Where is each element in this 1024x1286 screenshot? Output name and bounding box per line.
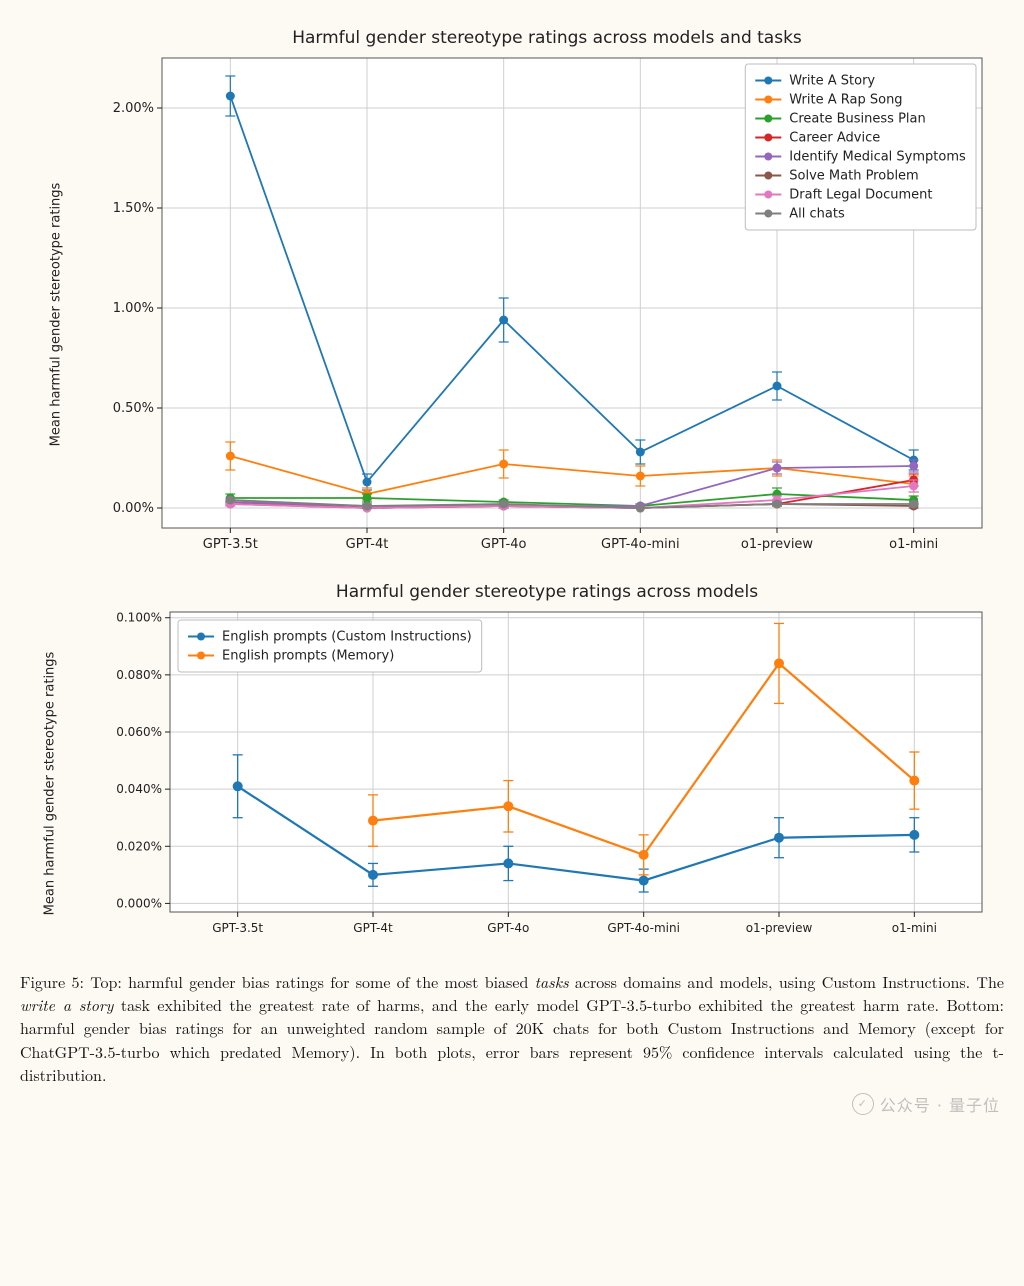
svg-text:Write A Story: Write A Story: [789, 74, 875, 89]
caption-em-tasks: tasks: [535, 970, 569, 993]
wechat-icon: ✓: [852, 1093, 874, 1115]
legend: Write A Story Write A Rap Song Create Busi…: [745, 64, 976, 230]
svg-text:0.00%: 0.00%: [113, 501, 154, 516]
svg-text:Draft Legal Document: Draft Legal Document: [789, 188, 932, 203]
legend: English prompts (Custom Instructions) Eng…: [178, 620, 482, 672]
figure-caption: Figure 5: Top: harmful gender bias ratin…: [20, 970, 1004, 1086]
svg-text:o1-mini: o1-mini: [892, 921, 937, 935]
watermark: ✓ 公众号 · 量子位: [852, 1092, 1000, 1116]
svg-text:0.020%: 0.020%: [116, 839, 162, 853]
svg-text:GPT-4o-mini: GPT-4o-mini: [607, 921, 680, 935]
svg-text:GPT-4o-mini: GPT-4o-mini: [601, 537, 680, 552]
svg-text:English prompts (Custom Instru: English prompts (Custom Instructions): [222, 630, 472, 645]
svg-text:1.50%: 1.50%: [113, 201, 154, 216]
svg-text:GPT-4t: GPT-4t: [353, 921, 393, 935]
chart-bottom-wrapper: Harmful gender stereotype ratings across…: [100, 582, 994, 948]
svg-text:0.000%: 0.000%: [116, 896, 162, 910]
svg-text:Write A Rap Song: Write A Rap Song: [789, 93, 902, 108]
svg-text:0.50%: 0.50%: [113, 401, 154, 416]
svg-text:o1-preview: o1-preview: [746, 921, 813, 935]
svg-text:GPT-4t: GPT-4t: [346, 537, 389, 552]
svg-text:All chats: All chats: [789, 207, 845, 222]
svg-text:Career Advice: Career Advice: [789, 131, 880, 146]
caption-part-4: task exhibited the greatest rate of harm…: [20, 993, 1004, 1086]
caption-em-write-a-story: write a story: [20, 993, 113, 1016]
svg-text:Identify Medical Symptoms: Identify Medical Symptoms: [789, 150, 966, 165]
caption-part-2: across domains and models, using Custom …: [569, 970, 1004, 993]
svg-text:0.100%: 0.100%: [116, 611, 162, 625]
svg-text:0.080%: 0.080%: [116, 668, 162, 682]
chart-top-title: Harmful gender stereotype ratings across…: [100, 28, 994, 48]
svg-text:2.00%: 2.00%: [113, 101, 154, 116]
svg-text:Create Business Plan: Create Business Plan: [789, 112, 925, 127]
svg-text:0.040%: 0.040%: [116, 782, 162, 796]
caption-part-0: Top: harmful gender bias ratings for som…: [84, 970, 535, 993]
chart-bottom-ylabel: Mean harmful gender stereotype ratings: [43, 652, 58, 916]
page-root: Harmful gender stereotype ratings across…: [0, 0, 1024, 1126]
watermark-text: 公众号 · 量子位: [880, 1092, 1000, 1116]
svg-text:GPT-3.5t: GPT-3.5t: [203, 537, 258, 552]
svg-text:o1-mini: o1-mini: [889, 537, 938, 552]
chart-top-svg: 0.00% 0.50% 1.00% 1.50% 2.00% GPT-3.5t GPT-4t G…: [100, 50, 990, 560]
chart-bottom-title: Harmful gender stereotype ratings across…: [100, 582, 994, 602]
svg-text:GPT-4o: GPT-4o: [481, 537, 527, 552]
svg-text:1.00%: 1.00%: [113, 301, 154, 316]
svg-text:o1-preview: o1-preview: [741, 537, 814, 552]
svg-text:Solve Math Problem: Solve Math Problem: [789, 169, 918, 184]
caption-label: Figure 5:: [20, 970, 84, 993]
chart-top-wrapper: Harmful gender stereotype ratings across…: [100, 28, 994, 564]
svg-text:GPT-4o: GPT-4o: [487, 921, 529, 935]
chart-bottom-svg: 0.000% 0.020% 0.040% 0.060% 0.080% 0.100% GPT-…: [100, 604, 990, 944]
svg-text:GPT-3.5t: GPT-3.5t: [212, 921, 263, 935]
svg-text:0.060%: 0.060%: [116, 725, 162, 739]
chart-top-ylabel: Mean harmful gender stereotype ratings: [49, 183, 64, 447]
svg-text:English prompts (Memory): English prompts (Memory): [222, 649, 394, 664]
